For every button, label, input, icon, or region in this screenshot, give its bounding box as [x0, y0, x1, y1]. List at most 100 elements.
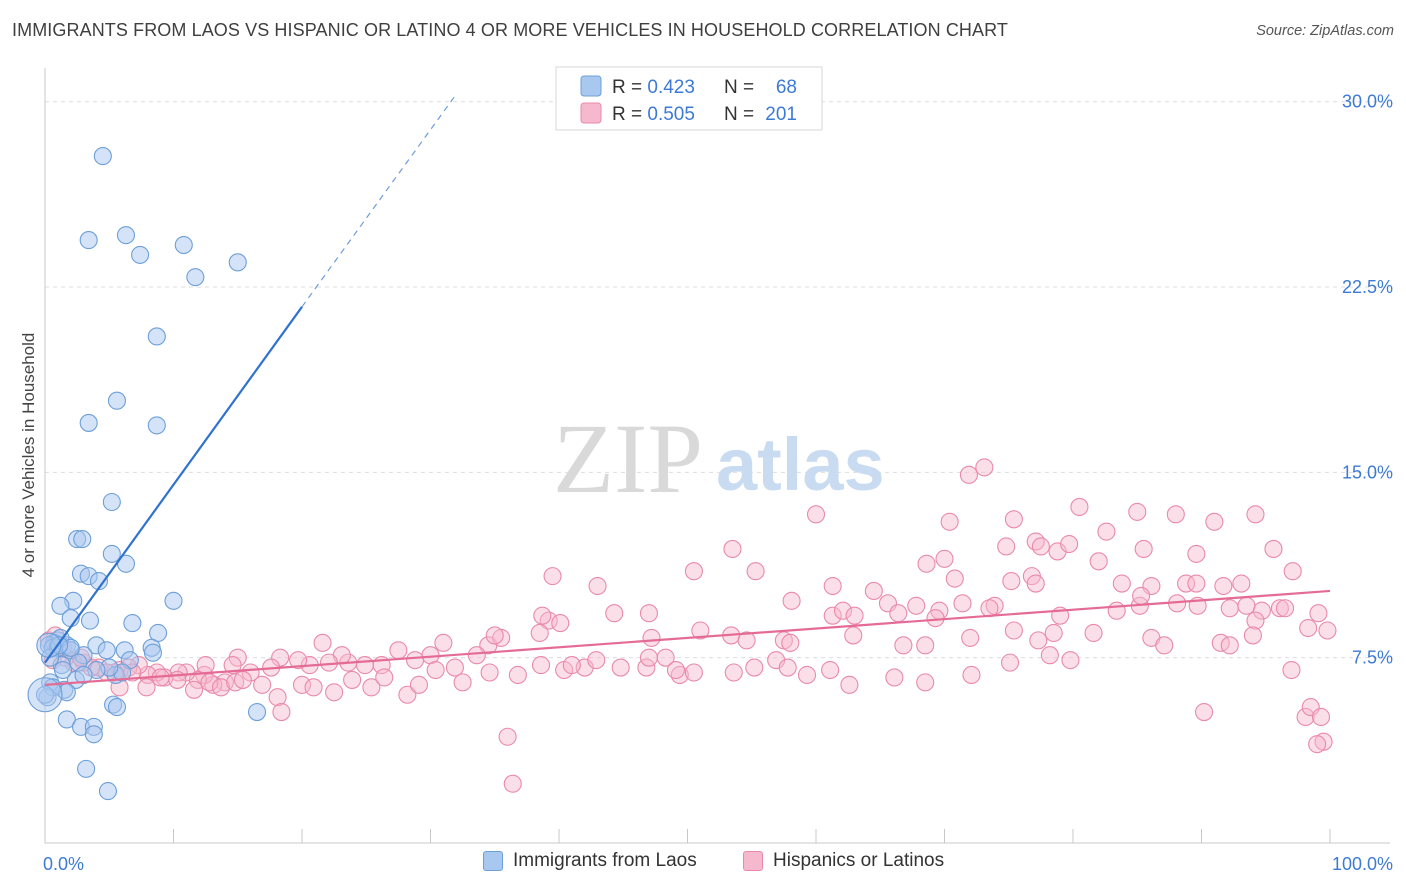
gridlines	[45, 101, 1390, 659]
legend-swatch-pink	[743, 851, 763, 871]
data-point-hispanics	[945, 569, 964, 588]
tick-labels: 7.5% 15.0% 22.5% 30.0% 0.0% 100.0%	[43, 92, 1393, 874]
data-point-hispanics	[1270, 599, 1289, 618]
data-point-laos	[57, 710, 76, 729]
data-point-hispanics	[844, 626, 863, 645]
legend-item-laos[interactable]: Immigrants from Laos	[483, 850, 697, 872]
data-point-laos	[228, 253, 247, 272]
data-point-hispanics	[137, 678, 156, 697]
data-point-hispanics	[980, 599, 999, 618]
trend-lines	[44, 93, 1331, 686]
data-point-hispanics	[997, 537, 1016, 556]
data-point-hispanics	[1299, 618, 1318, 638]
legend-label-hispanics: Hispanics or Latinos	[773, 850, 945, 871]
data-point-hispanics	[1112, 574, 1131, 593]
data-point-hispanics	[639, 604, 659, 623]
data-point-hispanics	[684, 562, 703, 581]
data-point-hispanics	[724, 663, 743, 682]
data-point-laos	[123, 614, 142, 633]
data-point-hispanics	[823, 606, 842, 625]
data-point-hispanics	[1002, 572, 1021, 591]
data-point-hispanics	[926, 609, 945, 628]
data-point-hispanics	[233, 670, 252, 689]
data-point-hispanics	[961, 628, 980, 647]
data-point-laos	[73, 530, 92, 549]
data-point-hispanics	[268, 688, 287, 707]
data-point-hispanics	[642, 628, 661, 647]
stats-r-label: R =	[612, 77, 647, 98]
data-point-laos	[77, 759, 96, 778]
data-point-hispanics	[797, 665, 817, 685]
data-point-laos	[131, 245, 150, 264]
data-point-hispanics	[1128, 502, 1147, 521]
trend-line-laos	[44, 306, 303, 664]
data-point-hispanics	[864, 581, 883, 601]
data-point-hispanics	[445, 658, 464, 677]
data-point-hispanics	[1089, 552, 1108, 571]
data-point-hispanics	[292, 675, 312, 694]
data-point-hispanics	[1309, 604, 1328, 623]
data-point-hispanics	[1214, 576, 1233, 596]
data-point-hispanics	[940, 512, 959, 531]
data-point-laos	[164, 591, 183, 610]
data-point-hispanics	[611, 658, 630, 677]
data-point-hispanics	[530, 623, 549, 643]
data-point-laos	[51, 596, 70, 615]
data-point-hispanics	[588, 576, 607, 596]
data-point-hispanics	[355, 656, 375, 675]
data-point-hispanics	[304, 678, 323, 697]
data-point-hispanics	[935, 549, 954, 568]
data-point-hispanics	[916, 636, 935, 655]
data-point-hispanics	[684, 663, 703, 682]
data-point-hispanics	[1132, 586, 1151, 605]
data-point-hispanics	[917, 554, 936, 573]
data-point-hispanics	[1246, 611, 1265, 630]
data-point-hispanics	[1040, 646, 1059, 665]
stats-r-value: 0.423	[647, 77, 695, 98]
data-point-hispanics	[985, 596, 1004, 615]
data-point-hispanics	[821, 660, 840, 680]
data-point-hispanics	[1264, 539, 1283, 559]
data-point-hispanics	[1134, 539, 1153, 559]
data-point-hispanics	[398, 685, 417, 704]
data-point-hispanics	[1004, 621, 1023, 640]
stats-n-value: 201	[765, 104, 797, 125]
data-point-hispanics	[1232, 574, 1251, 593]
data-point-hispanics	[508, 665, 527, 685]
data-point-hispanics	[562, 656, 581, 675]
series-laos-points	[27, 147, 267, 801]
trend-line-laos-extension	[301, 93, 457, 308]
data-point-hispanics	[587, 651, 606, 670]
data-point-hispanics	[691, 621, 710, 640]
data-point-hispanics	[1283, 562, 1302, 581]
data-point-hispanics	[406, 651, 425, 670]
data-point-hispanics	[666, 660, 685, 680]
data-point-hispanics	[1026, 574, 1045, 593]
data-point-hispanics	[782, 591, 801, 610]
data-point-hispanics	[1107, 601, 1126, 620]
y-axis-label: 4 or more Vehicles in Household	[19, 333, 38, 578]
data-point-laos	[174, 235, 193, 255]
data-point-hispanics	[389, 641, 408, 660]
data-point-hispanics	[781, 633, 800, 652]
data-point-hispanics	[1296, 707, 1315, 727]
data-point-laos	[74, 665, 93, 685]
data-point-hispanics	[426, 660, 445, 680]
legend-label-laos: Immigrants from Laos	[513, 850, 697, 871]
data-point-laos	[80, 611, 100, 630]
data-point-laos	[186, 268, 205, 287]
data-point-hispanics	[503, 774, 522, 793]
y-tick-label: 15.0%	[1342, 462, 1393, 482]
data-point-hispanics	[737, 631, 756, 650]
svg-text:R = 0.423: R = 0.423	[612, 77, 695, 98]
data-point-hispanics	[639, 648, 659, 667]
legend-item-hispanics[interactable]: Hispanics or Latinos	[743, 850, 944, 872]
data-point-hispanics	[409, 675, 428, 694]
data-point-hispanics	[840, 675, 859, 694]
data-point-hispanics	[169, 663, 188, 682]
stats-legend-pink-swatch	[580, 102, 602, 124]
data-point-hispanics	[375, 668, 394, 687]
data-point-hispanics	[746, 562, 765, 581]
stats-legend: R = 0.423 N = 68 R = 0.505 N = 201	[555, 66, 823, 131]
